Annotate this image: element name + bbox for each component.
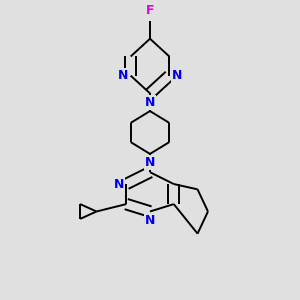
Text: F: F [146,4,154,17]
Text: N: N [118,69,128,82]
Text: N: N [145,156,155,169]
Text: N: N [145,214,155,227]
Text: N: N [145,96,155,109]
Text: N: N [172,69,182,82]
Text: N: N [113,178,124,190]
